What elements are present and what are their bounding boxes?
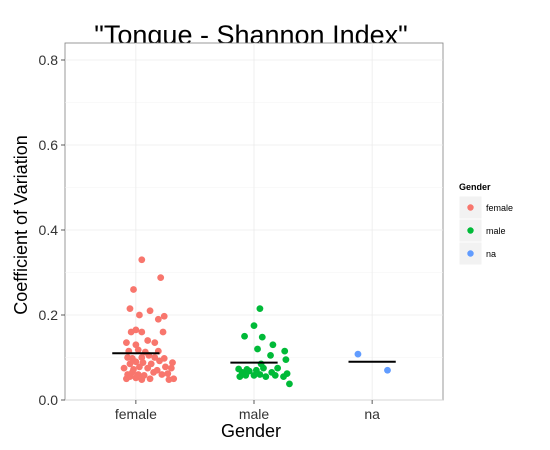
data-point-male <box>269 341 277 349</box>
data-point-female <box>138 354 146 361</box>
data-point-female <box>162 363 169 371</box>
data-point-male <box>250 322 258 330</box>
data-point-female <box>134 371 142 378</box>
data-point-female <box>151 354 159 361</box>
data-point-female <box>158 371 166 378</box>
data-point-female <box>136 311 143 319</box>
data-point-female <box>126 305 134 313</box>
mean-lines <box>112 352 396 364</box>
data-point-male <box>257 360 265 368</box>
data-point-female <box>141 348 149 356</box>
y-axis-title: Coefficient of Variation <box>11 135 31 314</box>
legend: Gender female male na <box>458 182 513 266</box>
data-point-male <box>267 351 274 359</box>
data-point-female <box>138 328 146 336</box>
data-point-female <box>134 346 142 354</box>
y-tick-label: 0.4 <box>39 222 59 238</box>
legend-title: Gender <box>459 182 491 192</box>
data-point-female <box>144 337 152 344</box>
y-tick-label: 0.0 <box>39 392 59 408</box>
data-point-male <box>268 368 276 376</box>
data-point-female <box>130 286 137 293</box>
data-point-female <box>169 359 176 366</box>
data-point-male <box>282 356 290 364</box>
data-point-female <box>139 359 147 366</box>
data-point-female <box>123 339 130 347</box>
y-tick-label: 0.2 <box>39 307 59 323</box>
data-point-female <box>151 339 159 347</box>
data-point-male <box>241 332 248 340</box>
data-point-female <box>130 366 137 373</box>
data-point-male <box>283 370 291 378</box>
x-tick-label: female <box>115 406 157 422</box>
data-point-female <box>146 375 154 383</box>
data-point-female <box>153 366 161 374</box>
data-points <box>120 256 391 388</box>
data-point-female <box>132 326 140 334</box>
data-point-female <box>140 371 148 379</box>
data-point-female <box>160 312 168 320</box>
data-point-female <box>147 360 155 368</box>
data-point-male <box>235 365 243 373</box>
data-point-female <box>128 354 136 362</box>
data-point-male <box>286 380 293 388</box>
data-point-na <box>384 366 391 374</box>
data-point-female <box>157 274 165 281</box>
grid <box>65 43 443 401</box>
data-point-female <box>120 364 128 372</box>
data-point-male <box>250 371 258 379</box>
legend-marker-male <box>467 227 474 234</box>
data-point-male <box>274 364 282 372</box>
data-point-female <box>167 364 175 372</box>
data-point-male <box>252 366 260 374</box>
x-axis: female male na <box>115 400 380 422</box>
data-point-female <box>170 375 178 383</box>
y-axis: 0.0 0.2 0.4 0.6 0.8 <box>39 52 65 408</box>
data-point-female <box>126 360 134 368</box>
data-point-male <box>258 333 266 341</box>
legend-label-na: na <box>486 249 496 259</box>
data-point-female <box>138 256 146 264</box>
data-point-female <box>146 307 154 315</box>
data-point-na <box>354 350 362 358</box>
data-point-female <box>164 370 172 378</box>
data-point-male <box>262 373 270 381</box>
y-tick-label: 0.8 <box>39 52 59 68</box>
legend-label-male: male <box>486 226 506 236</box>
data-point-male <box>243 366 251 373</box>
data-point-male <box>254 345 261 353</box>
data-point-female <box>159 328 167 336</box>
data-point-male <box>281 347 289 355</box>
legend-marker-na <box>467 250 474 257</box>
legend-label-female: female <box>486 203 513 213</box>
y-tick-label: 0.6 <box>39 137 59 153</box>
data-point-male <box>256 305 264 313</box>
legend-marker-female <box>467 204 474 211</box>
data-point-female <box>160 354 168 362</box>
data-point-female <box>154 315 162 323</box>
x-axis-title: Gender <box>221 421 281 441</box>
data-point-female <box>132 341 140 349</box>
x-tick-label: na <box>364 406 380 422</box>
x-tick-label: male <box>239 406 270 422</box>
